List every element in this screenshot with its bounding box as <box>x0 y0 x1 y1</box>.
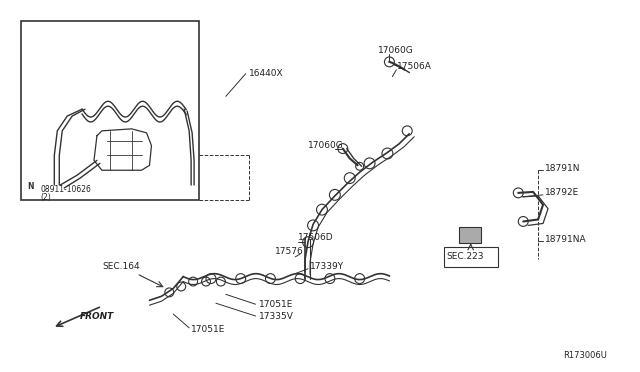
Text: SEC.164: SEC.164 <box>102 262 140 271</box>
Circle shape <box>22 178 38 194</box>
Bar <box>459 227 481 243</box>
Text: 17506D: 17506D <box>298 233 334 242</box>
Text: R173006U: R173006U <box>563 351 607 360</box>
Text: 17335V: 17335V <box>259 311 293 321</box>
Text: 16440X: 16440X <box>248 69 284 78</box>
Bar <box>444 247 499 267</box>
Bar <box>20 20 199 200</box>
Text: 17576: 17576 <box>275 247 304 257</box>
Text: 18791NA: 18791NA <box>545 235 587 244</box>
Text: FRONT: FRONT <box>80 311 115 321</box>
Text: 17506A: 17506A <box>397 62 432 71</box>
Text: 17051E: 17051E <box>191 326 225 334</box>
Text: 08911-10626: 08911-10626 <box>40 185 92 195</box>
Text: 17339Y: 17339Y <box>310 262 344 271</box>
Text: 18791N: 18791N <box>545 164 580 173</box>
Text: 17060G: 17060G <box>308 141 344 150</box>
Text: 17051E: 17051E <box>259 300 293 309</box>
Text: SEC.223: SEC.223 <box>446 253 483 262</box>
Text: (2): (2) <box>40 193 51 202</box>
Text: 18792E: 18792E <box>545 188 579 198</box>
Text: N: N <box>28 182 34 190</box>
Text: 17060G: 17060G <box>378 45 413 55</box>
